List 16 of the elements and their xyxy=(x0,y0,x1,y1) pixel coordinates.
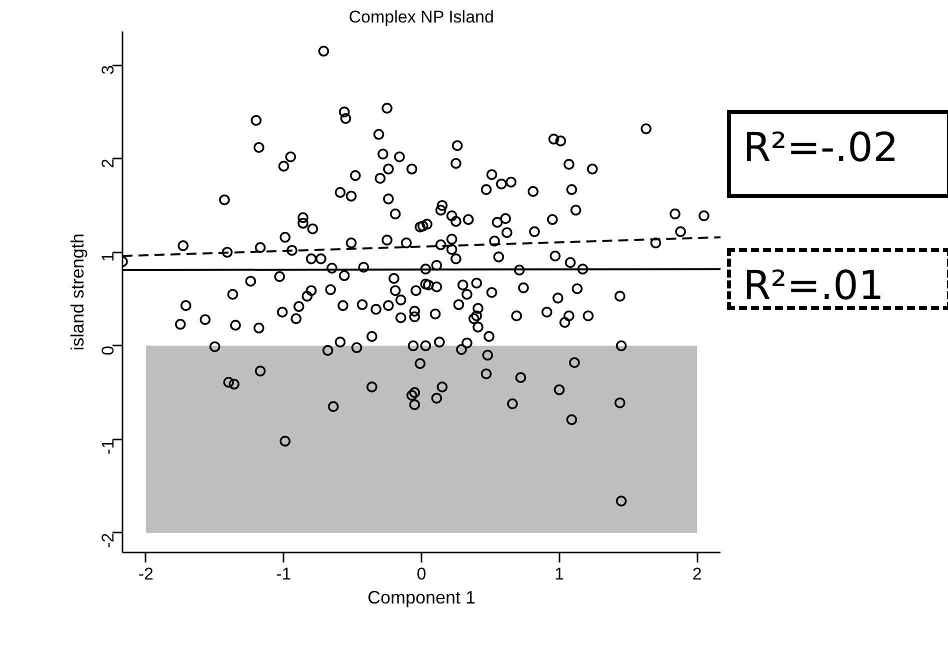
y-axis-title: island strength xyxy=(68,233,88,351)
chart-title: Complex NP Island xyxy=(348,8,494,26)
x-tick-label: -1 xyxy=(276,564,292,584)
x-axis-title: Component 1 xyxy=(367,588,476,608)
y-tick-label: -2 xyxy=(98,532,118,548)
x-tick-label: 1 xyxy=(554,564,564,584)
x-tick-label: -2 xyxy=(138,564,154,584)
x-tick-label: 0 xyxy=(416,564,426,584)
y-tick-label: 0 xyxy=(98,346,118,356)
y-tick-label: 3 xyxy=(98,65,118,75)
text: R²=.01 xyxy=(743,263,884,309)
y-tick-label: 1 xyxy=(98,252,118,262)
y-tick-label: 2 xyxy=(98,158,118,168)
x-tick-label: 2 xyxy=(692,564,702,584)
text: R²=-.02 xyxy=(743,125,898,171)
y-tick-label: -1 xyxy=(98,439,118,454)
